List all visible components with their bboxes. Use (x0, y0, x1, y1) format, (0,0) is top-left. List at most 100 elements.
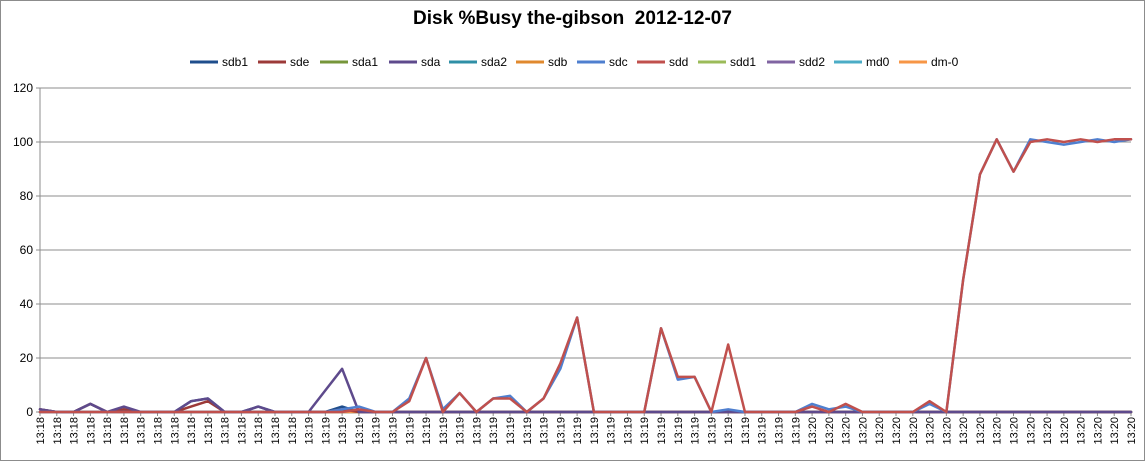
x-tick-label-50: 13:20 (874, 417, 886, 445)
x-tick-label-38: 13:19 (673, 417, 685, 445)
chart-legend: sdb1 sde sda1 sda sda2 sdb sdc sdd sdd1 sdd2 md0 dm… (190, 55, 959, 69)
x-tick-label-17: 13:19 (320, 417, 332, 445)
x-tick-label-44: 13:19 (774, 417, 786, 445)
x-tick-label-27: 13:19 (488, 417, 500, 445)
x-tick-label-65: 13:20 (1126, 417, 1138, 445)
x-tick-label-59: 13:20 (1025, 417, 1037, 445)
x-tick-label-9: 13:18 (186, 417, 198, 445)
x-tick-label-51: 13:20 (891, 417, 903, 445)
legend-item-sdb1: sdb1 (190, 55, 248, 69)
x-tick-label-54: 13:20 (941, 417, 953, 445)
legend-item-sda: sda (389, 55, 441, 69)
legend-label-sda1: sda1 (352, 55, 378, 69)
series-line-sde (38, 399, 1133, 414)
x-tick-label-36: 13:19 (639, 417, 651, 445)
x-tick-label-34: 13:19 (606, 417, 618, 445)
x-tick-label-0: 13:18 (35, 417, 47, 445)
x-axis: 13:18 13:18 13:18 13:18 13:18 13:18 13:18 13:18… (35, 411, 1138, 445)
x-tick-label-48: 13:20 (841, 417, 853, 445)
series-line-sdb1 (38, 397, 1133, 414)
x-tick-label-23: 13:19 (421, 417, 433, 445)
chart-title: Disk %Busy the-gibson 2012-12-07 (413, 8, 732, 29)
x-tick-label-8: 13:18 (169, 417, 181, 445)
x-tick-label-60: 13:20 (1042, 417, 1054, 445)
series-line-sda (38, 367, 1133, 414)
x-tick-label-22: 13:19 (404, 417, 416, 445)
x-tick-label-46: 13:20 (807, 417, 819, 445)
x-tick-label-11: 13:18 (220, 417, 232, 445)
x-tick-label-15: 13:18 (287, 417, 299, 445)
legend-item-sdc: sdc (577, 55, 628, 69)
x-tick-label-58: 13:20 (1009, 417, 1021, 445)
x-tick-label-63: 13:20 (1092, 417, 1104, 445)
y-tick-label-1: 20 (20, 351, 34, 365)
x-tick-label-4: 13:18 (102, 417, 114, 445)
legend-label-sde: sde (290, 55, 310, 69)
x-tick-label-1: 13:18 (52, 417, 64, 445)
x-tick-label-3: 13:18 (85, 417, 97, 445)
legend-label-sdb1: sdb1 (222, 55, 248, 69)
legend-item-sdb: sdb (516, 55, 568, 69)
x-tick-label-37: 13:19 (656, 417, 668, 445)
x-tick-label-61: 13:20 (1059, 417, 1071, 445)
x-tick-label-53: 13:20 (925, 417, 937, 445)
x-tick-label-31: 13:19 (555, 417, 567, 445)
legend-label-dm-0: dm-0 (931, 55, 959, 69)
x-tick-label-14: 13:18 (270, 417, 282, 445)
legend-item-sdd: sdd (637, 55, 688, 69)
y-tick-label-6: 120 (13, 81, 33, 95)
x-tick-label-26: 13:19 (471, 417, 483, 445)
x-tick-label-13: 13:18 (253, 417, 265, 445)
x-tick-label-5: 13:18 (119, 417, 131, 445)
x-tick-label-40: 13:19 (706, 417, 718, 445)
y-tick-label-5: 100 (13, 135, 33, 149)
x-tick-label-12: 13:18 (236, 417, 248, 445)
x-tick-label-52: 13:20 (908, 417, 920, 445)
x-tick-label-10: 13:18 (203, 417, 215, 445)
x-tick-label-32: 13:19 (572, 417, 584, 445)
legend-item-sda2: sda2 (449, 55, 507, 69)
x-tick-label-35: 13:19 (622, 417, 634, 445)
legend-label-sda2: sda2 (481, 55, 507, 69)
legend-label-sdd2: sdd2 (799, 55, 825, 69)
legend-label-sdb: sdb (548, 55, 568, 69)
x-tick-label-25: 13:19 (455, 417, 467, 445)
x-tick-label-30: 13:19 (539, 417, 551, 445)
y-tick-label-3: 60 (20, 243, 34, 257)
legend-label-sdc: sdc (609, 55, 628, 69)
x-tick-label-21: 13:19 (387, 417, 399, 445)
legend-label-sda: sda (421, 55, 441, 69)
legend-label-md0: md0 (866, 55, 890, 69)
x-tick-label-41: 13:19 (723, 417, 735, 445)
x-tick-label-19: 13:19 (354, 417, 366, 445)
x-tick-label-18: 13:19 (337, 417, 349, 445)
x-tick-label-43: 13:19 (757, 417, 769, 445)
series-line-sdd (38, 138, 1133, 414)
y-tick-label-2: 40 (20, 297, 34, 311)
x-tick-label-56: 13:20 (975, 417, 987, 445)
legend-label-sdd1: sdd1 (730, 55, 756, 69)
x-tick-label-62: 13:20 (1076, 417, 1088, 445)
y-tick-label-0: 0 (26, 405, 33, 419)
x-tick-label-45: 13:19 (790, 417, 802, 445)
x-tick-label-16: 13:19 (304, 417, 316, 445)
series-layer (38, 138, 1133, 414)
x-tick-label-28: 13:19 (505, 417, 517, 445)
x-tick-label-47: 13:20 (824, 417, 836, 445)
legend-item-sda1: sda1 (320, 55, 378, 69)
y-tick-label-4: 80 (20, 189, 34, 203)
x-tick-label-39: 13:19 (690, 417, 702, 445)
x-tick-label-29: 13:19 (522, 417, 534, 445)
x-tick-label-33: 13:19 (589, 417, 601, 445)
legend-item-sde: sde (258, 55, 310, 69)
x-tick-label-64: 13:20 (1109, 417, 1121, 445)
x-tick-label-6: 13:18 (136, 417, 148, 445)
legend-item-sdd1: sdd1 (698, 55, 756, 69)
x-tick-label-20: 13:19 (371, 417, 383, 445)
x-tick-label-55: 13:20 (958, 417, 970, 445)
x-tick-label-42: 13:19 (740, 417, 752, 445)
y-axis: 0 20 40 60 80 100 120 (13, 81, 41, 419)
x-tick-label-49: 13:20 (857, 417, 869, 445)
legend-item-md0: md0 (834, 55, 890, 69)
